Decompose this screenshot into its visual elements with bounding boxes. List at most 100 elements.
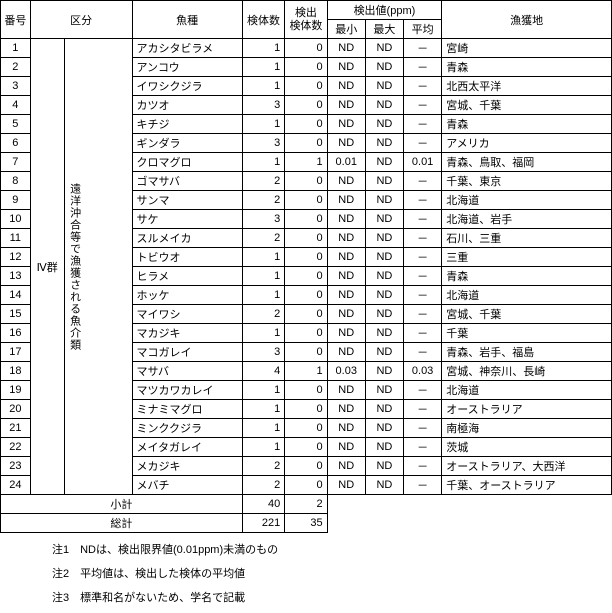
cell-max: ND (365, 229, 403, 248)
cell-min: ND (327, 210, 365, 229)
table-row: 1Ⅳ群遠洋沖合等で漁獲される魚介類アカシタビラメ10NDND－宮崎 (1, 39, 612, 58)
cell-species: ゴマサバ (132, 172, 242, 191)
cell-max: ND (365, 438, 403, 457)
cell-min: ND (327, 343, 365, 362)
cell-place: 北西太平洋 (442, 77, 612, 96)
cell-kentai: 2 (242, 229, 284, 248)
cell-min: ND (327, 400, 365, 419)
cell-kenshutsu: 0 (285, 457, 327, 476)
cell-min: ND (327, 419, 365, 438)
cell-avg: － (404, 286, 442, 305)
cell-min: ND (327, 381, 365, 400)
cell-kentai: 3 (242, 343, 284, 362)
cell-max: ND (365, 58, 403, 77)
cell-place: 北海道、岩手 (442, 210, 612, 229)
cell-species: ミンククジラ (132, 419, 242, 438)
cell-kenshutsu: 0 (285, 286, 327, 305)
hdr-min: 最小 (327, 20, 365, 39)
cell-place: 茨城 (442, 438, 612, 457)
cell-max: ND (365, 381, 403, 400)
group-label-2: 遠洋沖合等で漁獲される魚介類 (64, 39, 132, 495)
cell-no: 9 (1, 191, 31, 210)
cell-kenshutsu: 0 (285, 248, 327, 267)
subtotal-kenshutsu: 2 (285, 495, 327, 514)
cell-kentai: 2 (242, 191, 284, 210)
cell-no: 24 (1, 476, 31, 495)
cell-kenshutsu: 1 (285, 362, 327, 381)
cell-avg: － (404, 115, 442, 134)
cell-place: 千葉、オーストラリア (442, 476, 612, 495)
cell-avg: － (404, 324, 442, 343)
cell-min: ND (327, 39, 365, 58)
cell-max: ND (365, 172, 403, 191)
cell-no: 4 (1, 96, 31, 115)
cell-kentai: 3 (242, 210, 284, 229)
cell-place: 南極海 (442, 419, 612, 438)
cell-species: サケ (132, 210, 242, 229)
subtotal-label: 小計 (1, 495, 243, 514)
cell-max: ND (365, 267, 403, 286)
subtotal-kentai: 40 (242, 495, 284, 514)
hdr-kubun: 区分 (30, 1, 132, 39)
cell-species: アンコウ (132, 58, 242, 77)
notes-section: 注1 NDは、検出限界値(0.01ppm)未満のもの 注2 平均値は、検出した検… (0, 533, 612, 605)
cell-kenshutsu: 0 (285, 476, 327, 495)
cell-avg: － (404, 172, 442, 191)
cell-kentai: 3 (242, 134, 284, 153)
cell-max: ND (365, 457, 403, 476)
cell-place: 千葉 (442, 324, 612, 343)
cell-no: 15 (1, 305, 31, 324)
cell-min: ND (327, 134, 365, 153)
cell-kentai: 2 (242, 457, 284, 476)
cell-no: 18 (1, 362, 31, 381)
note-3: 注3 標準和名がないため、学名で記載 (52, 589, 612, 605)
cell-no: 19 (1, 381, 31, 400)
cell-species: メイタガレイ (132, 438, 242, 457)
cell-kenshutsu: 0 (285, 343, 327, 362)
cell-place: 宮城、千葉 (442, 305, 612, 324)
cell-max: ND (365, 210, 403, 229)
cell-kenshutsu: 0 (285, 305, 327, 324)
cell-kenshutsu: 0 (285, 419, 327, 438)
cell-avg: － (404, 400, 442, 419)
cell-place: 千葉、東京 (442, 172, 612, 191)
hdr-species: 魚種 (132, 1, 242, 39)
cell-avg: 0.01 (404, 153, 442, 172)
cell-avg: － (404, 134, 442, 153)
cell-avg: － (404, 191, 442, 210)
hdr-no: 番号 (1, 1, 31, 39)
cell-avg: － (404, 419, 442, 438)
cell-species: ギンダラ (132, 134, 242, 153)
cell-avg: － (404, 96, 442, 115)
cell-kentai: 1 (242, 419, 284, 438)
cell-kentai: 2 (242, 305, 284, 324)
cell-species: ヒラメ (132, 267, 242, 286)
cell-place: 青森 (442, 58, 612, 77)
cell-kentai: 1 (242, 267, 284, 286)
total-label: 総計 (1, 514, 243, 533)
cell-kenshutsu: 0 (285, 134, 327, 153)
hdr-max: 最大 (365, 20, 403, 39)
cell-kenshutsu: 0 (285, 77, 327, 96)
cell-place: 青森 (442, 267, 612, 286)
cell-species: サンマ (132, 191, 242, 210)
cell-max: ND (365, 343, 403, 362)
cell-species: スルメイカ (132, 229, 242, 248)
cell-kentai: 2 (242, 476, 284, 495)
cell-min: ND (327, 457, 365, 476)
cell-min: ND (327, 267, 365, 286)
cell-min: ND (327, 438, 365, 457)
cell-place: アメリカ (442, 134, 612, 153)
cell-min: ND (327, 229, 365, 248)
cell-max: ND (365, 419, 403, 438)
cell-kentai: 1 (242, 39, 284, 58)
cell-place: 宮崎 (442, 39, 612, 58)
cell-kentai: 1 (242, 324, 284, 343)
cell-no: 8 (1, 172, 31, 191)
cell-place: 石川、三重 (442, 229, 612, 248)
cell-kentai: 1 (242, 77, 284, 96)
cell-avg: － (404, 248, 442, 267)
cell-no: 12 (1, 248, 31, 267)
cell-species: ミナミマグロ (132, 400, 242, 419)
cell-kenshutsu: 0 (285, 267, 327, 286)
